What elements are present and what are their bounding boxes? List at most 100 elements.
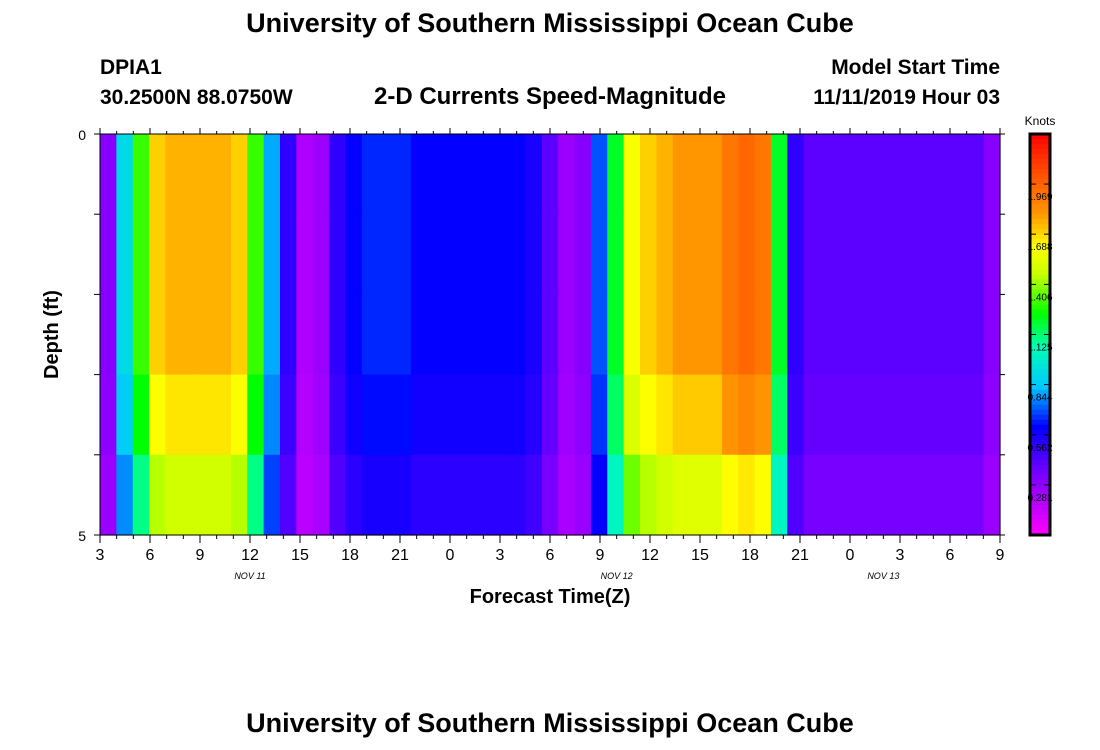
heatmap-cell — [901, 454, 919, 536]
heatmap-cell — [165, 454, 183, 536]
heatmap-cell — [378, 454, 396, 536]
heatmap-cell — [460, 214, 477, 295]
heatmap-cell — [787, 214, 805, 295]
heatmap-cell — [738, 214, 756, 295]
colorbar-segment — [1030, 439, 1050, 446]
colorbar-segment — [1030, 509, 1050, 516]
heatmap-cell — [247, 294, 265, 376]
heatmap-cell — [689, 454, 707, 536]
heatmap-cell — [443, 454, 461, 536]
heatmap-cell — [132, 374, 150, 456]
heatmap-cell — [345, 214, 363, 295]
heatmap-cell — [378, 134, 396, 215]
colorbar-segment — [1030, 139, 1050, 145]
colorbar-tick-label: 1.406 — [1027, 292, 1052, 303]
heatmap-cell — [378, 214, 396, 295]
colorbar-segment — [1030, 329, 1050, 336]
heatmap-cell — [967, 374, 985, 456]
heatmap-cell — [950, 134, 968, 215]
heatmap-cell — [787, 374, 805, 456]
heatmap-cell — [967, 214, 985, 295]
heatmap-cell — [476, 294, 494, 376]
heatmap-cell — [394, 214, 412, 295]
heatmap-cell — [672, 134, 690, 215]
heatmap-cell — [983, 294, 1001, 376]
heatmap-cell — [492, 454, 510, 536]
station-coords: 30.2500N 88.0750W — [100, 86, 293, 109]
heatmap-cell — [590, 374, 608, 456]
heatmap-cell — [410, 454, 428, 536]
heatmap-cell — [623, 214, 641, 295]
heatmap-cell — [901, 294, 919, 376]
heatmap-cell — [721, 214, 739, 295]
heatmap-cell — [738, 454, 756, 536]
heatmap-cell — [770, 134, 788, 215]
heatmap-cell — [361, 374, 379, 456]
heatmap-cell — [149, 374, 167, 456]
colorbar-segment — [1030, 294, 1050, 301]
heatmap-cell — [165, 214, 183, 295]
heatmap-cell — [967, 134, 985, 215]
heatmap-cell — [230, 134, 248, 215]
x-tick-label: 18 — [341, 547, 359, 564]
heatmap-cell — [361, 214, 379, 295]
heatmap-cell — [590, 134, 608, 215]
heatmap-cell — [820, 294, 837, 376]
colorbar-segment — [1030, 179, 1050, 185]
heatmap-cell — [329, 454, 347, 536]
heatmap-cell — [263, 134, 281, 215]
heatmap-cell — [198, 454, 216, 536]
heatmap-cell — [460, 374, 477, 456]
heatmap-cell — [885, 134, 903, 215]
heatmap-cell — [329, 134, 347, 215]
heatmap-cell — [836, 374, 854, 456]
heatmap-cell — [656, 454, 674, 536]
heatmap-cell — [247, 454, 265, 536]
heatmap-cell — [312, 214, 330, 295]
colorbar-segment — [1030, 339, 1050, 346]
heatmap-cell — [181, 134, 199, 215]
heatmap-cell — [394, 374, 412, 456]
heatmap-cell — [656, 134, 674, 215]
colorbar-segment — [1030, 434, 1050, 441]
heatmap-cell — [623, 294, 641, 376]
heatmap-cell — [460, 454, 477, 536]
heatmap-cell — [918, 134, 936, 215]
heatmap-cell — [770, 294, 788, 376]
heatmap-cell — [427, 454, 445, 536]
heatmap-cell — [934, 294, 952, 376]
heatmap-cell — [443, 134, 461, 215]
heatmap-cell — [770, 454, 788, 536]
heatmap-cell — [705, 214, 723, 295]
colorbar-unit: Knots — [1025, 114, 1056, 128]
heatmap-cell — [983, 134, 1001, 215]
colorbar-segment — [1030, 184, 1050, 190]
colorbar-tick-label: 0.562 — [1027, 443, 1052, 454]
heatmap-cell — [247, 374, 265, 456]
heatmap-cell — [149, 294, 167, 376]
colorbar-segment — [1030, 419, 1050, 426]
heatmap-cell — [410, 294, 428, 376]
colorbar-segment — [1030, 474, 1050, 481]
colorbar-segment — [1030, 209, 1050, 215]
heatmap-cell — [427, 374, 445, 456]
heatmap-cell — [885, 374, 903, 456]
heatmap-cell — [803, 134, 821, 215]
x-tick-label: 6 — [946, 547, 955, 564]
heatmap-cell — [312, 134, 330, 215]
heatmap-cell — [165, 374, 183, 456]
heatmap-cell — [558, 294, 576, 376]
heatmap-cell — [754, 374, 772, 456]
heatmap-cell — [296, 294, 314, 376]
heatmap-cell — [100, 214, 117, 295]
heatmap-cell — [394, 134, 412, 215]
model-start-label: Model Start Time — [831, 56, 1000, 79]
colorbar-segment — [1030, 414, 1050, 421]
heatmap-cell — [558, 454, 576, 536]
heatmap-cell — [640, 374, 657, 456]
colorbar-segment — [1030, 244, 1050, 250]
colorbar-segment — [1030, 469, 1050, 476]
heatmap-cell — [230, 214, 248, 295]
colorbar-segment — [1030, 504, 1050, 511]
heatmap-cell — [509, 374, 527, 456]
